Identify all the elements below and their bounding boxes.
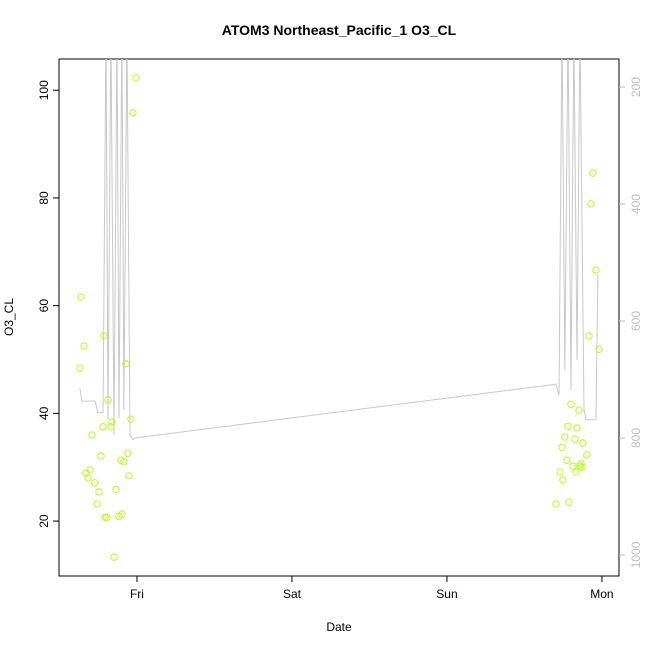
data-point	[573, 424, 581, 432]
chart-title: ATOM3 Northeast_Pacific_1 O3_CL	[222, 22, 457, 38]
data-point	[561, 433, 569, 441]
data-point	[595, 345, 603, 353]
data-point	[95, 488, 103, 496]
data-point	[564, 422, 572, 430]
y-tick-label: 100	[37, 80, 51, 100]
data-point	[100, 332, 108, 340]
y-tick-label: 60	[37, 299, 51, 313]
y2-tick-label: 600	[629, 311, 643, 331]
data-point	[578, 463, 586, 471]
x-tick-label: Sun	[436, 587, 457, 601]
y2-tick-label: 1000	[629, 541, 643, 568]
y-tick-label: 80	[37, 191, 51, 205]
x-tick-label: Mon	[590, 587, 613, 601]
data-point	[118, 510, 126, 518]
y2-tick-label: 400	[629, 194, 643, 214]
data-point	[572, 468, 580, 476]
data-point	[112, 485, 120, 493]
data-point	[569, 462, 577, 470]
plot-area	[76, 59, 603, 561]
data-point	[129, 109, 137, 117]
data-point	[110, 553, 118, 561]
data-point	[124, 449, 132, 457]
data-point	[565, 498, 573, 506]
data-point	[80, 342, 88, 350]
data-point	[77, 293, 85, 301]
data-point	[125, 472, 133, 480]
data-point	[567, 400, 575, 408]
data-point	[97, 452, 105, 460]
data-point	[132, 74, 140, 82]
data-point	[104, 396, 112, 404]
x-axis-label: Date	[326, 620, 352, 634]
y-tick-label: 40	[37, 406, 51, 420]
data-point	[552, 500, 560, 508]
data-point	[556, 468, 564, 476]
data-point	[563, 456, 571, 464]
y2-tick-label: 200	[629, 77, 643, 97]
plot-frame	[58, 58, 620, 577]
data-point	[583, 451, 591, 459]
data-point	[575, 406, 583, 414]
data-point	[108, 418, 116, 426]
y2-tick-label: 800	[629, 428, 643, 448]
y-axis-label: O3_CL	[2, 298, 16, 336]
data-point	[103, 513, 111, 521]
data-point	[589, 169, 597, 177]
data-point	[558, 443, 566, 451]
x-tick-label: Sat	[283, 587, 302, 601]
data-point	[585, 332, 593, 340]
data-point	[127, 415, 135, 423]
data-point	[120, 458, 128, 466]
data-point	[577, 460, 585, 468]
data-point	[559, 476, 567, 484]
data-point	[571, 435, 579, 443]
x-tick-label: Fri	[130, 587, 144, 601]
line-series	[79, 59, 599, 441]
data-point	[592, 266, 600, 274]
data-point	[101, 513, 109, 521]
data-point	[587, 200, 595, 208]
data-point	[93, 500, 101, 508]
data-point	[86, 466, 94, 474]
data-point	[88, 431, 96, 439]
data-point	[84, 474, 92, 482]
data-point	[579, 439, 587, 447]
data-point	[76, 364, 84, 372]
data-point	[91, 479, 99, 487]
data-point	[107, 423, 115, 431]
y-tick-label: 20	[37, 514, 51, 528]
data-point	[122, 360, 130, 368]
data-point	[99, 423, 107, 431]
